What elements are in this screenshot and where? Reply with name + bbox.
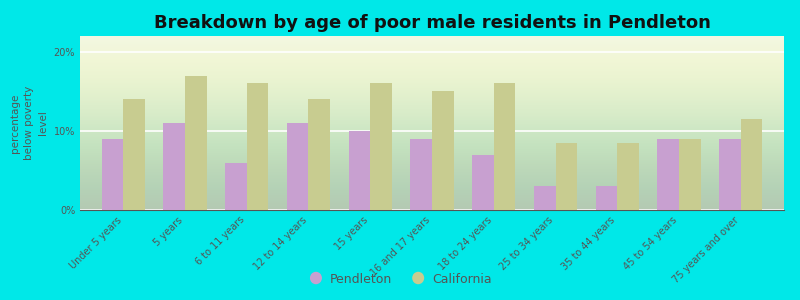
Y-axis label: percentage
below poverty
level: percentage below poverty level: [10, 86, 48, 160]
Bar: [555, 143, 577, 210]
Bar: [658, 139, 679, 210]
Bar: [432, 92, 454, 210]
Bar: [287, 123, 309, 210]
Bar: [472, 154, 494, 210]
Bar: [370, 83, 392, 210]
Bar: [225, 163, 246, 210]
Bar: [349, 131, 370, 210]
Bar: [185, 76, 206, 210]
Bar: [534, 186, 555, 210]
Bar: [163, 123, 185, 210]
Bar: [309, 99, 330, 210]
Bar: [410, 139, 432, 210]
Bar: [679, 139, 701, 210]
Bar: [246, 83, 268, 210]
Bar: [123, 99, 145, 210]
Title: Breakdown by age of poor male residents in Pendleton: Breakdown by age of poor male residents …: [154, 14, 710, 32]
Bar: [102, 139, 123, 210]
Bar: [618, 143, 639, 210]
Bar: [596, 186, 618, 210]
Bar: [719, 139, 741, 210]
Bar: [741, 119, 762, 210]
Legend: Pendleton, California: Pendleton, California: [303, 268, 497, 291]
Bar: [494, 83, 515, 210]
